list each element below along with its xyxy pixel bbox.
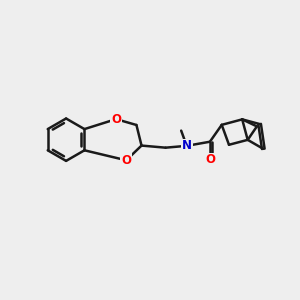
Text: N: N — [182, 139, 192, 152]
Text: O: O — [121, 154, 131, 167]
Text: O: O — [205, 154, 215, 166]
Text: O: O — [111, 112, 121, 126]
